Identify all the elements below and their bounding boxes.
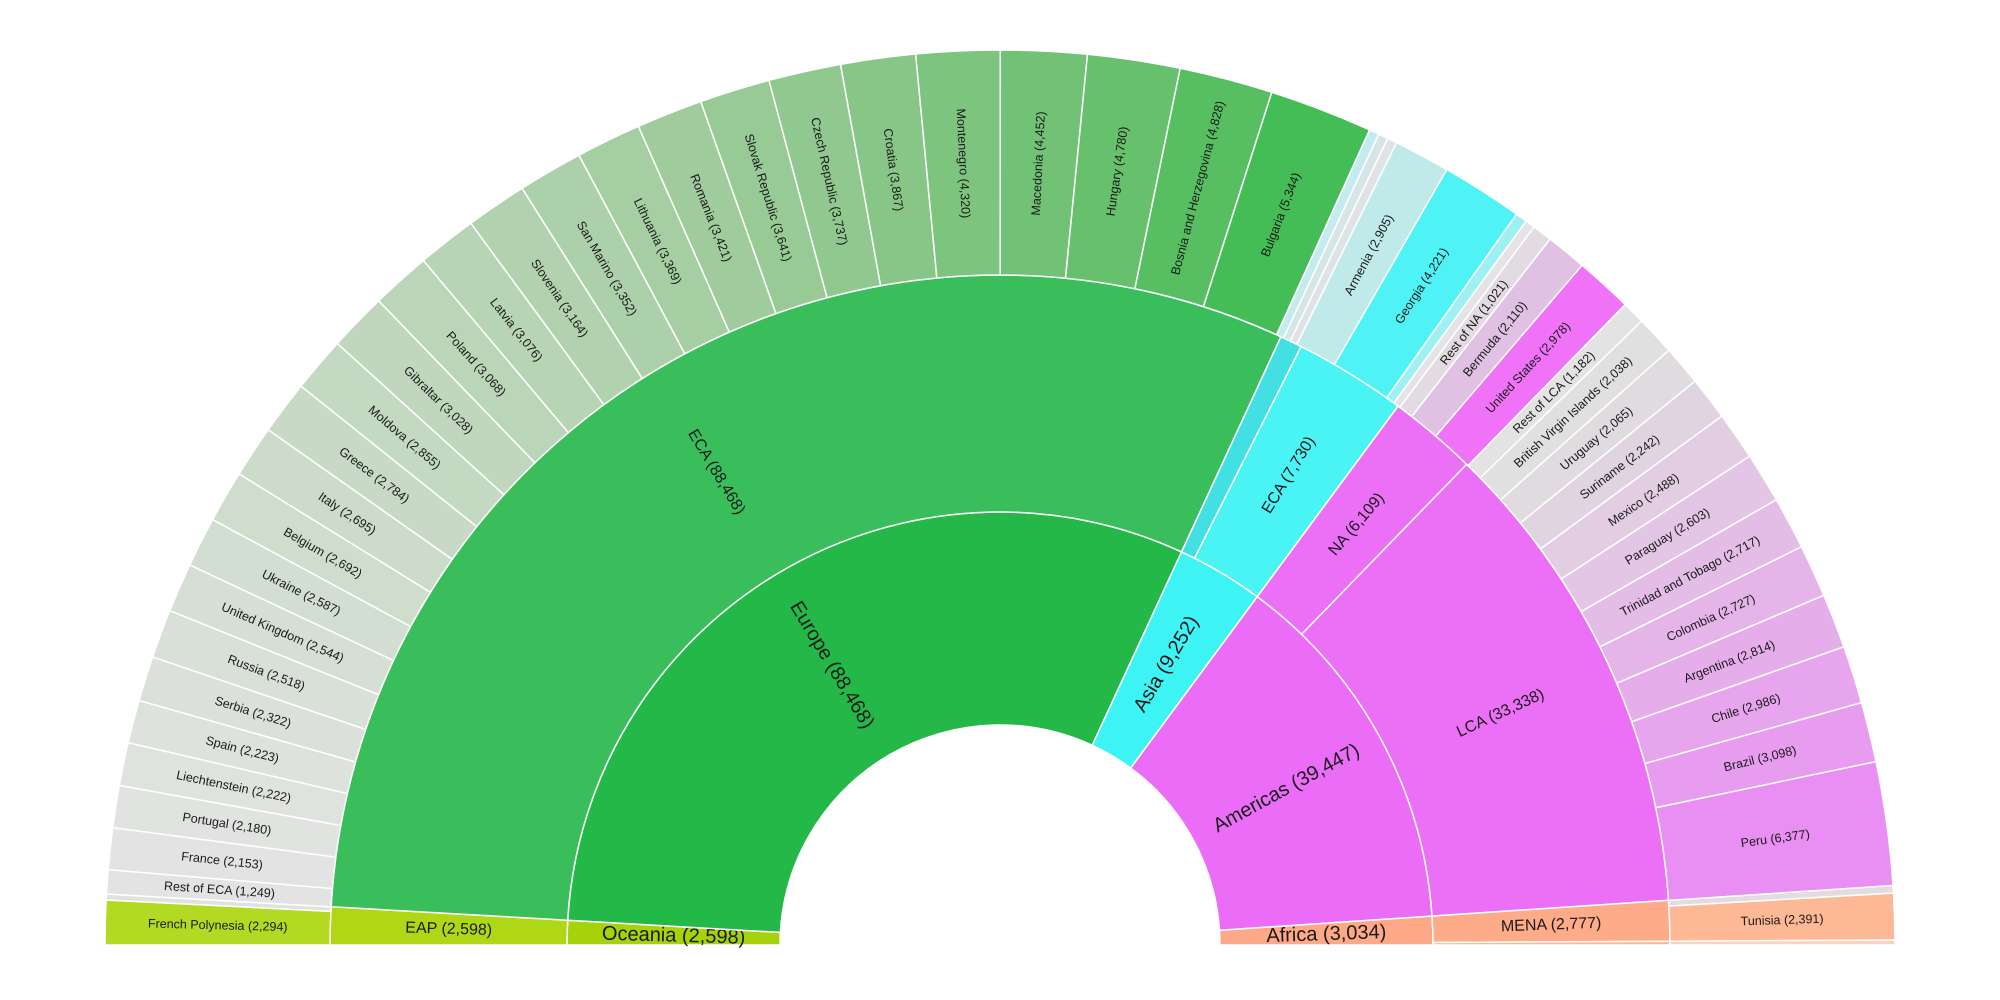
region-label: Africa (3,034) xyxy=(1266,921,1387,947)
country-segment[interactable] xyxy=(1669,939,1896,946)
region-ring: Oceania (2,598)Europe (88,468) Asia (9,25… xyxy=(566,511,1434,949)
subregion-label: EAP (2,598) xyxy=(405,920,492,939)
country-label: French Polynesia (2,294) xyxy=(148,917,288,935)
country-ring: French Polynesia (2,294)Rest of ECA (1,2… xyxy=(104,49,1896,946)
subregion-ring: EAP (2,598)ECA (88,468) ECA (7,730)NA (6,… xyxy=(329,274,1671,946)
country-label: Tunisia (2,391) xyxy=(1740,912,1823,929)
country-label: Montenegro (4,320) xyxy=(954,108,973,218)
subregion-segment[interactable] xyxy=(1432,940,1671,946)
country-label: Macedonia (4,452) xyxy=(1029,111,1048,216)
subregion-label: MENA (2,777) xyxy=(1501,915,1602,936)
